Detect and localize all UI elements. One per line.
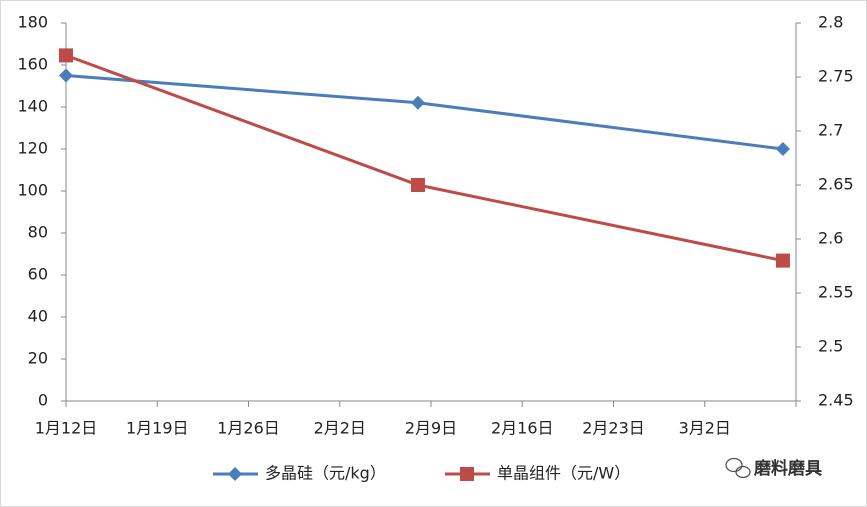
x-tick-label: 2月9日 — [405, 419, 457, 438]
point-marker — [59, 68, 73, 83]
y-tick-label: 160 — [17, 55, 48, 74]
point-marker — [59, 48, 73, 63]
point-marker — [775, 142, 790, 156]
y2-tick-label: 2.8 — [818, 13, 843, 32]
y2-tick-label: 2.5 — [818, 337, 843, 356]
point-marker — [410, 95, 425, 110]
y-tick-label: 140 — [17, 97, 48, 116]
y-tick-label: 40 — [28, 307, 48, 326]
legend-label: 多晶硅（元/kg） — [265, 464, 386, 483]
point-marker — [775, 253, 790, 268]
y2-tick-label: 2.75 — [818, 67, 854, 86]
y2-tick-label: 2.55 — [818, 283, 854, 302]
legend-label: 单晶组件（元/W） — [497, 464, 630, 483]
x-tick-label: 2月2日 — [314, 419, 366, 438]
x-tick-label: 1月26日 — [217, 419, 280, 438]
x-tick-label: 2月23日 — [582, 419, 645, 438]
wechat-icon — [725, 457, 751, 479]
x-tick-label: 2月16日 — [491, 419, 554, 438]
y2-tick-label: 2.7 — [818, 121, 843, 140]
x-tick-label: 3月2日 — [679, 419, 731, 438]
legend-marker — [228, 467, 242, 481]
y-tick-label: 80 — [28, 223, 48, 242]
y2-tick-label: 2.65 — [818, 175, 854, 194]
y-tick-label: 20 — [28, 349, 48, 368]
y-tick-label: 180 — [17, 13, 48, 32]
x-tick-label: 1月12日 — [35, 419, 98, 438]
x-tick-label: 1月19日 — [126, 419, 189, 438]
y-tick-label: 120 — [17, 139, 48, 158]
y2-tick-label: 2.45 — [818, 391, 854, 410]
y-tick-label: 0 — [38, 391, 48, 410]
watermark: 磨料磨具 — [754, 458, 822, 479]
y-tick-label: 100 — [17, 181, 48, 200]
y2-tick-label: 2.6 — [818, 229, 843, 248]
y-tick-label: 60 — [28, 265, 48, 284]
point-marker — [410, 178, 425, 192]
legend-marker — [460, 467, 474, 481]
